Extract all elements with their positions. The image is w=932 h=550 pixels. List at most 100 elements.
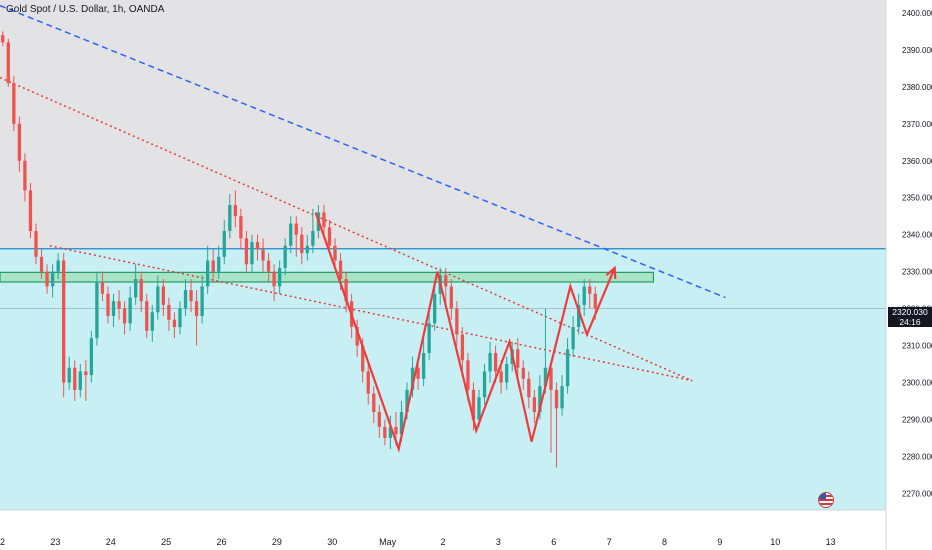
x-tick-label: 26 bbox=[216, 537, 226, 547]
candle-body bbox=[145, 301, 149, 331]
y-tick-label: 2270.000 bbox=[902, 489, 932, 498]
candle-body bbox=[300, 234, 304, 254]
candle-body bbox=[416, 367, 420, 379]
candle-body bbox=[172, 319, 177, 328]
candle-body bbox=[560, 386, 564, 409]
candle-body bbox=[527, 378, 531, 398]
candle-body bbox=[78, 371, 82, 390]
candle-body bbox=[89, 338, 94, 376]
candle-body bbox=[183, 290, 188, 309]
x-tick-label: 29 bbox=[272, 537, 282, 547]
candle-body bbox=[261, 249, 265, 261]
x-tick-label: 8 bbox=[662, 537, 667, 547]
x-tick-label: May bbox=[379, 537, 397, 547]
candle-body bbox=[67, 367, 71, 383]
y-tick-label: 2380.000 bbox=[902, 83, 932, 92]
y-tick-label: 2310.000 bbox=[902, 342, 932, 351]
candle-body bbox=[466, 360, 470, 390]
candle-body bbox=[178, 308, 182, 328]
candle-body bbox=[23, 160, 27, 191]
candle-body bbox=[593, 293, 597, 309]
candle-body bbox=[532, 397, 537, 413]
candle-body bbox=[250, 242, 254, 265]
candle-body bbox=[377, 412, 381, 427]
candle-body bbox=[355, 327, 359, 346]
candle-body bbox=[73, 367, 77, 390]
candle-body bbox=[460, 334, 465, 361]
projection-group bbox=[314, 212, 617, 454]
candle-body bbox=[493, 352, 498, 372]
candle-body bbox=[455, 308, 459, 335]
candle-body bbox=[471, 389, 476, 420]
candle-body bbox=[189, 290, 193, 302]
candle-body bbox=[222, 230, 226, 257]
trendline-1 bbox=[0, 4, 726, 299]
candle-body bbox=[156, 286, 160, 313]
x-tick-label: 9 bbox=[717, 537, 722, 547]
candle-body bbox=[106, 293, 110, 316]
candle-body bbox=[6, 42, 10, 84]
candle-body bbox=[488, 352, 492, 372]
candle-body bbox=[34, 230, 38, 257]
trendline-2 bbox=[0, 76, 693, 382]
candle-body bbox=[449, 286, 453, 309]
zigzag-path bbox=[314, 212, 616, 454]
candle-body bbox=[194, 301, 199, 316]
x-tick-label: 24 bbox=[106, 537, 116, 547]
candle-body bbox=[372, 393, 376, 413]
candle-body bbox=[139, 279, 143, 302]
y-tick-label: 2370.000 bbox=[902, 120, 932, 129]
candle-body bbox=[277, 267, 282, 287]
candle-body bbox=[228, 205, 232, 231]
x-tick-label: 13 bbox=[826, 537, 836, 547]
candle-body bbox=[538, 386, 542, 413]
candle-body bbox=[505, 364, 509, 383]
candle-body bbox=[421, 352, 426, 379]
candle-body bbox=[394, 426, 398, 435]
candle-body bbox=[565, 349, 570, 387]
candle-body bbox=[50, 271, 55, 287]
candle-body bbox=[62, 260, 66, 383]
candle-body bbox=[366, 371, 370, 394]
bar-countdown: 24:16 bbox=[899, 317, 921, 327]
candle-body bbox=[84, 371, 88, 376]
x-tick-label: 7 bbox=[607, 537, 612, 547]
candle-body bbox=[338, 260, 343, 280]
symbol-title: Gold Spot / U.S. Dollar, 1h, OANDA bbox=[6, 4, 165, 15]
candle-body bbox=[577, 304, 581, 328]
x-tick-label: 3 bbox=[496, 537, 501, 547]
trendline-3 bbox=[49, 245, 693, 382]
candle-body bbox=[255, 242, 260, 250]
us-flag-icon[interactable] bbox=[818, 492, 834, 508]
candle-body bbox=[322, 212, 326, 228]
price-axis-background bbox=[886, 0, 932, 550]
candle-body bbox=[272, 271, 276, 287]
last-price-value: 2320.030 bbox=[892, 307, 928, 317]
candle-body bbox=[344, 279, 348, 302]
candle-body bbox=[233, 205, 238, 217]
x-tick-label: 6 bbox=[551, 537, 556, 547]
candle-body bbox=[305, 245, 309, 254]
candle-body bbox=[327, 227, 332, 246]
candle-body bbox=[45, 271, 49, 287]
candle-body bbox=[361, 345, 365, 372]
x-tick-label: 2 bbox=[440, 537, 445, 547]
y-tick-label: 2280.000 bbox=[902, 452, 932, 461]
candle-body bbox=[549, 367, 553, 390]
candle-body bbox=[410, 367, 415, 390]
y-tick-label: 2390.000 bbox=[902, 46, 932, 55]
candle-body bbox=[244, 238, 249, 265]
y-tick-label: 2330.000 bbox=[902, 268, 932, 277]
candle-body bbox=[134, 279, 138, 298]
candle-body bbox=[383, 426, 387, 438]
candle-body bbox=[399, 412, 404, 435]
candle-body bbox=[161, 286, 166, 305]
candle-body bbox=[543, 367, 548, 387]
candle-body bbox=[266, 260, 271, 272]
candle-body bbox=[56, 260, 60, 272]
candle-body bbox=[150, 312, 154, 331]
y-tick-label: 2340.000 bbox=[902, 231, 932, 240]
candle-body bbox=[100, 282, 105, 294]
